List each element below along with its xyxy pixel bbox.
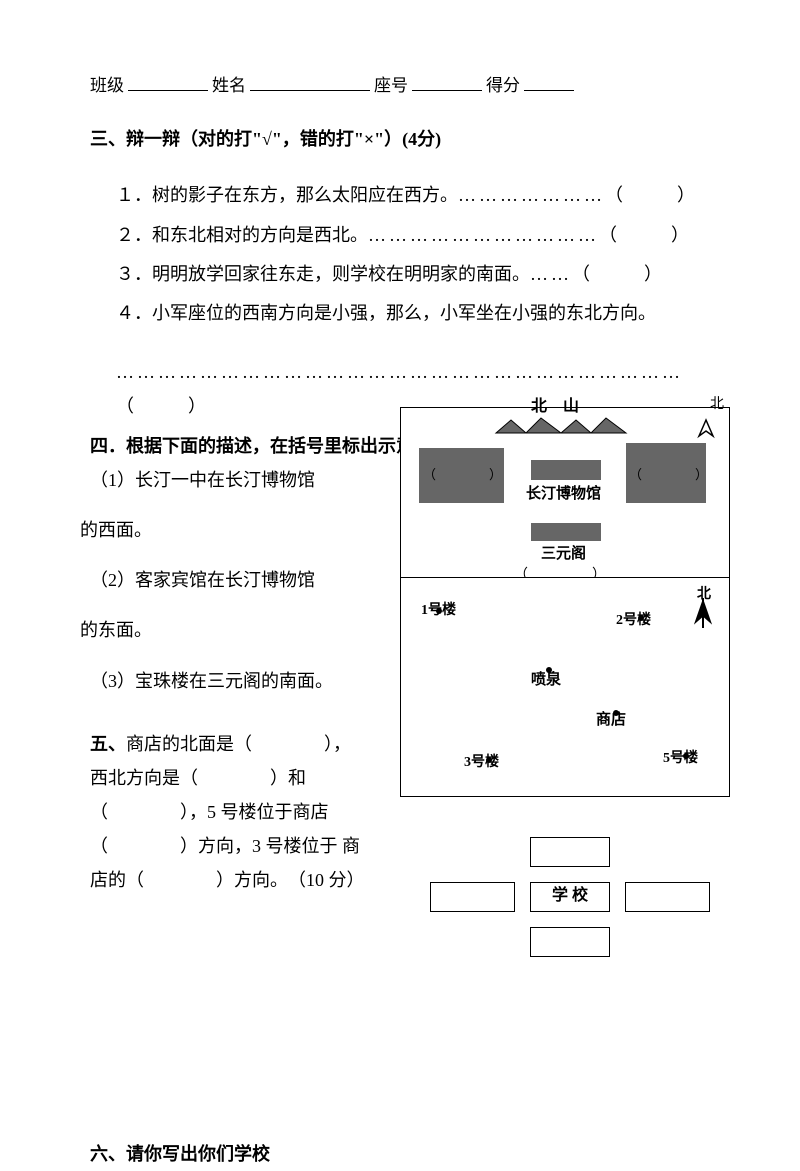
- fig2-b1: 1号楼: [421, 598, 456, 625]
- s4-sub1: （1）长汀一中在长汀博物馆: [90, 470, 315, 490]
- figure-3-school: 学 校: [420, 837, 720, 997]
- school-north-box[interactable]: [530, 837, 610, 867]
- leader-dots: …………………: [458, 185, 605, 205]
- s3-item4-text: ４．小军座位的西南方向是小强，那么，小军坐在小强的东北方向。: [116, 303, 656, 323]
- s5-text1: 商店的北面是（ ），: [126, 734, 351, 754]
- class-blank[interactable]: [128, 90, 208, 91]
- class-label: 班级: [90, 70, 124, 102]
- school-center-box: 学 校: [530, 882, 610, 912]
- answer-paren[interactable]: （ ）: [599, 225, 689, 245]
- s3-item2: ２．和东北相对的方向是西北。……………………………（ ）: [90, 218, 720, 252]
- fig2-b2: 2号楼: [616, 608, 651, 635]
- fig1-paren-right[interactable]: （ ）: [629, 463, 706, 488]
- s4-sub1b: 的西面。: [80, 520, 152, 540]
- header-row: 班级 姓名 座号 得分: [90, 70, 720, 102]
- fig2-shop: 商店: [596, 706, 626, 735]
- figure-2-campus: 1号楼 2号楼 喷泉 商店 3号楼 5号楼 北: [400, 577, 730, 797]
- s5-text2: 西北方向是（ ）和（ ），5 号楼位于商店（ ）方向，3 号楼位于 商店的（ ）…: [90, 768, 365, 891]
- s4-sub2b: 的东面。: [80, 620, 152, 640]
- fig2-fountain: 喷泉: [531, 666, 561, 695]
- fig1-mountain-label: 北 山: [531, 392, 579, 422]
- s3-item1-text: １．树的影子在东方，那么太阳应在西方。: [116, 185, 458, 205]
- leader-dots: ……: [530, 264, 572, 284]
- s5-prefix: 五、: [90, 734, 126, 754]
- section3-title: 三、辩一辩（对的打"√"，错的打"×"）(4分): [90, 122, 720, 156]
- leader-dots: ………………………………………………………………………: [116, 362, 683, 382]
- s4-sub3: （3）宝珠楼在三元阁的南面。: [90, 671, 333, 691]
- school-west-box[interactable]: [430, 882, 515, 912]
- name-blank[interactable]: [250, 90, 370, 91]
- fig2-b5: 5号楼: [663, 746, 698, 773]
- north-label: 北: [710, 392, 724, 419]
- fig1-paren-left[interactable]: （ ）: [423, 463, 500, 488]
- answer-paren[interactable]: （ ）: [116, 396, 206, 416]
- score-label: 得分: [486, 70, 520, 102]
- seat-label: 座号: [374, 70, 408, 102]
- s3-item2-text: ２．和东北相对的方向是西北。: [116, 225, 368, 245]
- s3-item3-text: ３．明明放学回家往东走，则学校在明明家的南面。: [116, 264, 530, 284]
- seat-blank[interactable]: [412, 90, 482, 91]
- fig1-museum-label: 长汀博物馆: [526, 480, 601, 509]
- school-south-box[interactable]: [530, 927, 610, 957]
- section6-title: 六、请你写出你们学校: [90, 1137, 720, 1171]
- name-label: 姓名: [212, 70, 246, 102]
- answer-paren[interactable]: （ ）: [605, 185, 695, 205]
- school-east-box[interactable]: [625, 882, 710, 912]
- leader-dots: ……………………………: [368, 225, 599, 245]
- s3-item1: １．树的影子在东方，那么太阳应在西方。…………………（ ）: [90, 178, 720, 212]
- s3-item4: ４．小军座位的西南方向是小强，那么，小军坐在小强的东北方向。: [90, 296, 720, 330]
- fig2-b3: 3号楼: [464, 750, 499, 777]
- answer-paren[interactable]: （ ）: [572, 264, 662, 284]
- fig2-north: 北: [697, 582, 711, 609]
- s3-item3: ３．明明放学回家往东走，则学校在明明家的南面。……（ ）: [90, 257, 720, 291]
- s4-sub2: （2）客家宾馆在长汀博物馆: [90, 570, 315, 590]
- score-blank[interactable]: [524, 90, 574, 91]
